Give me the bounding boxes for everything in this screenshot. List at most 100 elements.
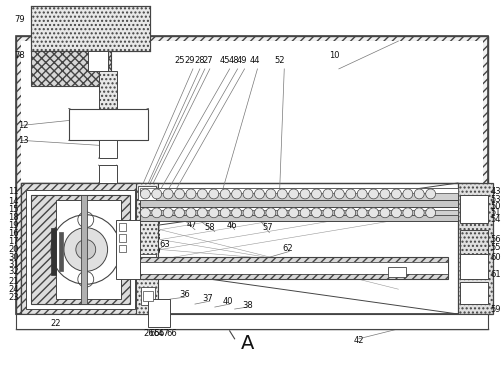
Bar [388,268,405,277]
Circle shape [231,208,241,218]
Bar [140,257,447,279]
Circle shape [140,208,150,218]
Circle shape [174,189,184,199]
Circle shape [402,189,412,199]
Circle shape [413,189,423,199]
Bar [457,183,491,314]
Bar [99,140,116,158]
Text: 37: 37 [202,294,213,303]
Text: 78: 78 [14,51,25,61]
Text: 57: 57 [262,223,272,232]
Circle shape [254,189,264,199]
Bar [31,195,130,304]
Circle shape [311,208,321,218]
Bar [59,232,63,271]
Circle shape [288,208,298,218]
Text: 32: 32 [8,267,19,276]
Bar [21,183,140,314]
Circle shape [208,208,218,218]
Text: 67: 67 [158,329,169,338]
Circle shape [425,189,435,199]
Circle shape [300,208,310,218]
Bar [141,287,155,305]
Circle shape [300,189,310,199]
Text: 21: 21 [8,277,19,286]
Circle shape [345,208,355,218]
Bar [31,51,110,86]
Bar [140,210,457,215]
Bar [99,71,116,126]
Text: 61: 61 [489,270,500,279]
Text: 56: 56 [489,235,500,244]
Circle shape [76,240,96,259]
Text: 59: 59 [489,305,500,313]
Circle shape [379,189,389,199]
Text: 64: 64 [153,329,163,338]
Circle shape [357,189,366,199]
Bar [459,254,487,279]
Circle shape [334,208,344,218]
Circle shape [242,208,253,218]
Bar [459,230,487,264]
Text: 12: 12 [18,121,29,130]
Circle shape [379,208,389,218]
Bar [138,254,156,268]
Circle shape [391,189,401,199]
Text: 15: 15 [8,205,19,214]
Circle shape [288,189,298,199]
Text: 27: 27 [202,57,213,65]
Text: 31: 31 [8,260,19,269]
Bar [56,200,120,299]
Text: 46: 46 [226,221,236,230]
Circle shape [277,208,287,218]
Text: 23: 23 [8,292,19,302]
Circle shape [220,208,229,218]
Text: A: A [240,334,254,353]
Bar [143,291,153,301]
Text: 18: 18 [8,213,19,222]
Text: 26: 26 [143,329,153,338]
Text: 47: 47 [186,220,197,229]
Text: 66: 66 [166,329,177,338]
Bar [118,234,126,241]
Text: 25: 25 [174,57,185,65]
Text: 19: 19 [8,221,19,230]
Circle shape [186,208,195,218]
Circle shape [64,228,107,271]
Text: 22: 22 [51,319,61,328]
Text: 43: 43 [489,188,500,196]
Text: 62: 62 [282,244,292,253]
Bar [459,195,487,223]
Bar [118,244,126,252]
Text: 14: 14 [8,197,19,206]
Circle shape [186,189,195,199]
Text: 54: 54 [489,215,500,224]
Text: 24: 24 [8,285,19,294]
Circle shape [322,189,332,199]
Text: 63: 63 [159,240,170,249]
Circle shape [311,189,321,199]
Bar [26,190,135,309]
Circle shape [208,189,218,199]
Circle shape [334,189,344,199]
Bar [140,207,457,215]
Text: 65: 65 [149,329,159,338]
Text: 28: 28 [194,57,205,65]
Bar [31,6,150,51]
Text: 49: 49 [236,57,246,65]
Text: 17: 17 [8,237,19,246]
Bar [140,188,457,200]
Circle shape [277,189,287,199]
Text: 40: 40 [222,297,232,306]
Bar [21,41,482,309]
Bar [69,109,148,140]
Text: 38: 38 [241,301,253,310]
Bar [88,51,107,71]
Circle shape [368,189,378,199]
Circle shape [242,189,253,199]
Text: 44: 44 [248,57,259,65]
Text: 39: 39 [150,247,160,256]
Bar [21,183,477,314]
Bar [459,282,487,304]
Circle shape [357,208,366,218]
